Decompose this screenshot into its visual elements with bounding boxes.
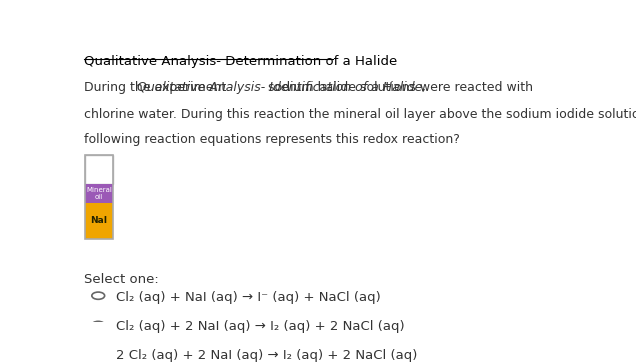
- Text: Select one:: Select one:: [85, 273, 159, 286]
- Text: 2 Cl₂ (aq) + 2 NaI (aq) → I₂ (aq) + 2 NaCl (aq): 2 Cl₂ (aq) + 2 NaI (aq) → I₂ (aq) + 2 Na…: [116, 349, 418, 362]
- Bar: [85, 203, 113, 239]
- Text: Mineral
oil: Mineral oil: [86, 187, 112, 200]
- Text: chlorine water. During this reaction the mineral oil layer above the sodium iodi: chlorine water. During this reaction the…: [85, 108, 636, 121]
- Bar: [85, 184, 113, 203]
- Bar: [85, 155, 113, 239]
- Bar: [85, 155, 113, 184]
- Text: During the experiment: During the experiment: [85, 81, 231, 94]
- Text: Cl₂ (aq) + 2 NaI (aq) → I₂ (aq) + 2 NaCl (aq): Cl₂ (aq) + 2 NaI (aq) → I₂ (aq) + 2 NaCl…: [116, 320, 405, 333]
- Text: following reaction equations represents this redox reaction?: following reaction equations represents …: [85, 132, 460, 146]
- Text: sodium halide solutions were reacted with: sodium halide solutions were reacted wit…: [264, 81, 533, 94]
- Text: Qualitative Analysis- Identification of a Halide,: Qualitative Analysis- Identification of …: [137, 81, 427, 94]
- Text: Cl₂ (aq) + NaI (aq) → I⁻ (aq) + NaCl (aq): Cl₂ (aq) + NaI (aq) → I⁻ (aq) + NaCl (aq…: [116, 291, 381, 304]
- Text: NaI: NaI: [90, 216, 107, 225]
- Text: Qualitative Analysis- Determination of a Halide: Qualitative Analysis- Determination of a…: [85, 55, 398, 68]
